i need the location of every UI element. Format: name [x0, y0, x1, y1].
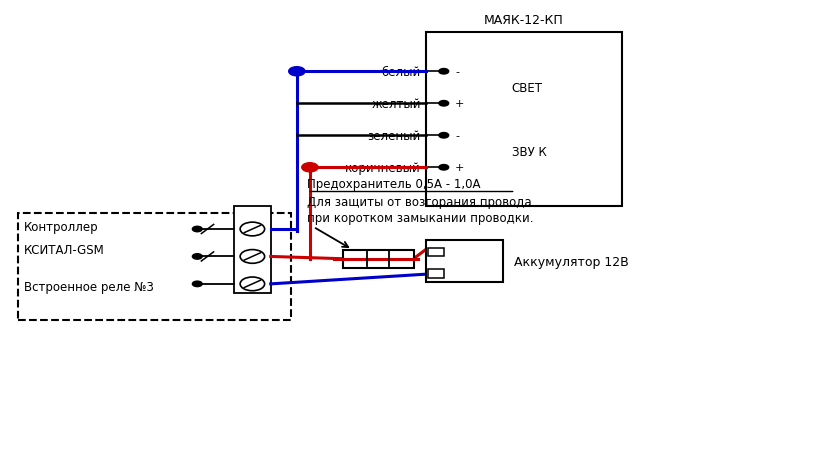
Text: МАЯК-12-КП: МАЯК-12-КП: [484, 13, 563, 27]
Text: Предохранитель 0,5А - 1,0А: Предохранитель 0,5А - 1,0А: [307, 178, 481, 191]
Circle shape: [240, 277, 265, 291]
Circle shape: [439, 101, 449, 107]
Text: зеленый: зеленый: [368, 129, 421, 142]
Text: -: -: [455, 67, 459, 77]
Circle shape: [240, 223, 265, 236]
Circle shape: [301, 163, 318, 173]
Bar: [428, 269, 444, 278]
Bar: [342, 250, 414, 268]
Text: -: -: [446, 267, 451, 280]
Bar: [426, 34, 622, 207]
Text: желтый: желтый: [372, 98, 421, 111]
Text: Аккумулятор 12В: Аккумулятор 12В: [514, 255, 629, 268]
Bar: [428, 248, 444, 257]
Circle shape: [192, 281, 202, 287]
Text: -: -: [455, 131, 459, 141]
Text: при коротком замыкании проводки.: при коротком замыкании проводки.: [307, 212, 534, 225]
Bar: [18, 213, 291, 321]
Circle shape: [439, 69, 449, 75]
Text: +: +: [455, 99, 464, 109]
Circle shape: [289, 67, 305, 77]
Bar: [426, 241, 504, 282]
Circle shape: [192, 227, 202, 232]
Text: +: +: [455, 163, 464, 173]
Circle shape: [192, 254, 202, 260]
Text: СВЕТ: СВЕТ: [512, 82, 542, 95]
Text: Для защиты от возгорания провода: Для защиты от возгорания провода: [307, 196, 532, 209]
Text: коричневый: коричневый: [345, 162, 421, 174]
Circle shape: [240, 250, 265, 264]
Text: ЗВУ К: ЗВУ К: [512, 146, 546, 158]
Circle shape: [439, 133, 449, 139]
Bar: [234, 207, 271, 293]
Text: КСИТАЛ-GSM: КСИТАЛ-GSM: [25, 244, 105, 257]
Text: белый: белый: [382, 66, 421, 78]
Text: Контроллер: Контроллер: [25, 221, 99, 234]
Text: +: +: [446, 246, 457, 259]
Circle shape: [439, 165, 449, 171]
Text: Встроенное реле №3: Встроенное реле №3: [25, 280, 154, 293]
